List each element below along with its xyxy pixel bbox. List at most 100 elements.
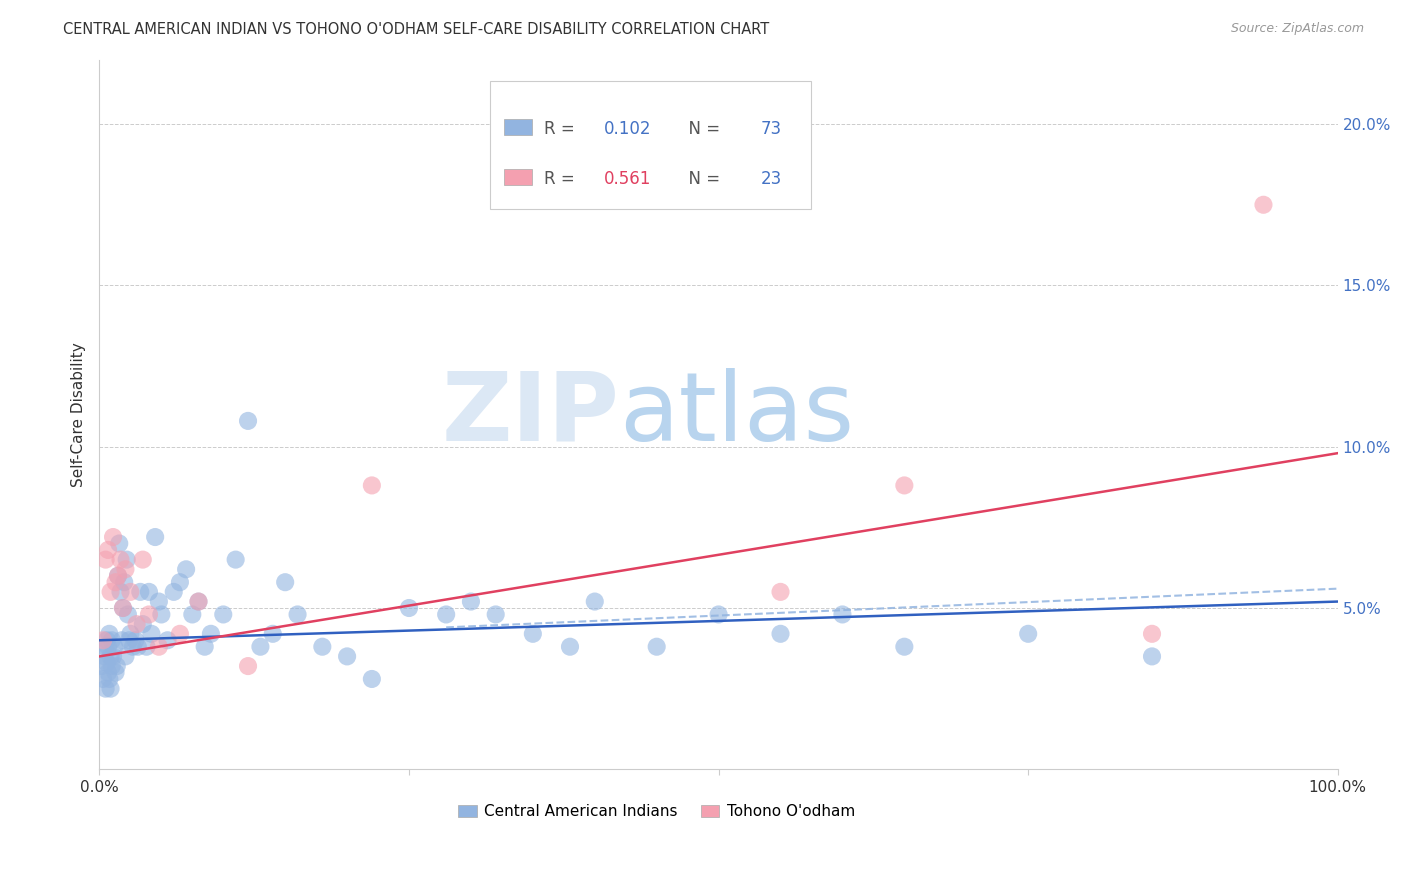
- Point: [169, 575, 191, 590]
- Point: [97, 543, 120, 558]
- Point: [150, 607, 173, 622]
- Point: [91, 633, 114, 648]
- Text: 0.561: 0.561: [603, 169, 651, 188]
- Point: [163, 585, 186, 599]
- Point: [110, 585, 132, 599]
- Legend: Central American Indians, Tohono O'odham: Central American Indians, Tohono O'odham: [453, 798, 860, 825]
- Point: [111, 601, 134, 615]
- Point: [893, 640, 915, 654]
- Point: [122, 640, 145, 654]
- Point: [111, 601, 134, 615]
- Point: [114, 649, 136, 664]
- Point: [311, 640, 333, 654]
- Text: N =: N =: [678, 120, 725, 138]
- Point: [101, 659, 124, 673]
- Text: R =: R =: [544, 120, 581, 138]
- Point: [236, 659, 259, 673]
- Point: [769, 585, 792, 599]
- Point: [434, 607, 457, 622]
- Point: [460, 594, 482, 608]
- Y-axis label: Self-Care Disability: Self-Care Disability: [72, 342, 86, 487]
- Point: [103, 640, 125, 654]
- Point: [274, 575, 297, 590]
- Point: [398, 601, 420, 615]
- Point: [104, 575, 127, 590]
- Point: [522, 627, 544, 641]
- Point: [100, 585, 122, 599]
- Point: [124, 633, 146, 648]
- Point: [707, 607, 730, 622]
- Point: [169, 627, 191, 641]
- Point: [94, 681, 117, 696]
- Point: [360, 672, 382, 686]
- Point: [1253, 198, 1275, 212]
- Point: [135, 640, 157, 654]
- Point: [90, 659, 112, 673]
- Point: [96, 656, 118, 670]
- Point: [583, 594, 606, 608]
- Point: [97, 640, 120, 654]
- Point: [120, 585, 142, 599]
- Point: [107, 568, 129, 582]
- Point: [93, 649, 115, 664]
- Point: [112, 575, 135, 590]
- FancyBboxPatch shape: [505, 169, 531, 185]
- Point: [249, 640, 271, 654]
- Point: [132, 617, 155, 632]
- Point: [129, 585, 152, 599]
- Point: [769, 627, 792, 641]
- Point: [287, 607, 309, 622]
- Point: [115, 552, 138, 566]
- Text: N =: N =: [678, 169, 725, 188]
- Text: Source: ZipAtlas.com: Source: ZipAtlas.com: [1230, 22, 1364, 36]
- Text: 73: 73: [761, 120, 782, 138]
- Point: [138, 607, 160, 622]
- Point: [105, 659, 128, 673]
- Point: [148, 640, 170, 654]
- Point: [100, 649, 122, 664]
- Point: [118, 633, 141, 648]
- Text: ZIP: ZIP: [441, 368, 620, 461]
- Point: [893, 478, 915, 492]
- Point: [138, 585, 160, 599]
- Point: [485, 607, 508, 622]
- Point: [262, 627, 284, 641]
- Point: [236, 414, 259, 428]
- Point: [181, 607, 204, 622]
- Point: [187, 594, 209, 608]
- Text: CENTRAL AMERICAN INDIAN VS TOHONO O'ODHAM SELF-CARE DISABILITY CORRELATION CHART: CENTRAL AMERICAN INDIAN VS TOHONO O'ODHA…: [63, 22, 769, 37]
- Point: [96, 633, 118, 648]
- Point: [98, 627, 121, 641]
- Point: [831, 607, 853, 622]
- Point: [117, 607, 139, 622]
- Point: [98, 672, 121, 686]
- Point: [1140, 649, 1163, 664]
- Point: [94, 552, 117, 566]
- Point: [143, 530, 166, 544]
- Point: [645, 640, 668, 654]
- FancyBboxPatch shape: [505, 120, 531, 135]
- Point: [94, 640, 117, 654]
- Point: [148, 594, 170, 608]
- Point: [101, 649, 124, 664]
- Point: [91, 672, 114, 686]
- FancyBboxPatch shape: [489, 81, 811, 209]
- Point: [360, 478, 382, 492]
- Point: [114, 562, 136, 576]
- Point: [97, 665, 120, 680]
- Text: 23: 23: [761, 169, 782, 188]
- Point: [156, 633, 179, 648]
- Point: [1140, 627, 1163, 641]
- Point: [101, 530, 124, 544]
- Text: 0.102: 0.102: [603, 120, 651, 138]
- Point: [132, 552, 155, 566]
- Point: [212, 607, 235, 622]
- Point: [111, 633, 134, 648]
- Point: [120, 627, 142, 641]
- Point: [107, 568, 129, 582]
- Point: [104, 665, 127, 680]
- Point: [1017, 627, 1039, 641]
- Point: [110, 552, 132, 566]
- Text: atlas: atlas: [620, 368, 855, 461]
- Point: [194, 640, 217, 654]
